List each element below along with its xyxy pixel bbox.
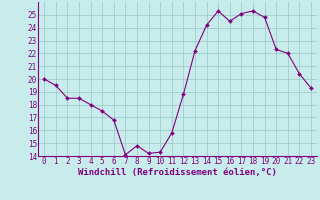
X-axis label: Windchill (Refroidissement éolien,°C): Windchill (Refroidissement éolien,°C)	[78, 168, 277, 177]
